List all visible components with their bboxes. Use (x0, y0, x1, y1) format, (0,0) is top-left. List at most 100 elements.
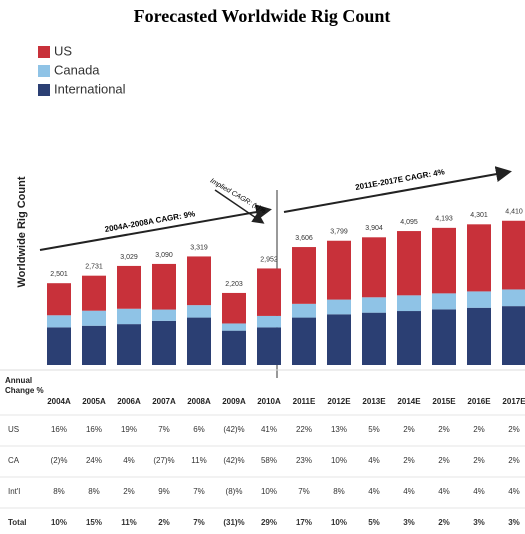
arrow (214, 189, 265, 224)
total-label: 4,095 (400, 219, 418, 226)
x-tick-label: 2015E (432, 397, 456, 406)
table-cell: 2% (438, 456, 450, 465)
table-cell: 7% (158, 425, 170, 434)
table-cell: (42)% (223, 456, 244, 465)
table-cell: 13% (331, 425, 347, 434)
total-label: 3,029 (120, 254, 138, 261)
table-cell: 2% (158, 518, 170, 527)
bar-segment (47, 315, 71, 328)
row-label: Total (8, 518, 27, 527)
table-cell: 3% (508, 518, 520, 527)
bar-segment (467, 224, 491, 292)
total-label: 4,410 (505, 209, 523, 216)
total-label: 3,799 (330, 229, 348, 236)
table-cell: (42)% (223, 425, 244, 434)
table-cell: 22% (296, 425, 312, 434)
bar-segment (117, 324, 141, 365)
x-tick-label: 2014E (397, 397, 421, 406)
table-cell: 10% (261, 487, 277, 496)
x-tick-label: 2006A (117, 397, 141, 406)
total-label: 2,731 (85, 264, 103, 271)
table-cell: (8)% (226, 487, 243, 496)
bar-segment (187, 317, 211, 365)
table-cell: 7% (298, 487, 310, 496)
total-label: 3,319 (190, 244, 208, 251)
legend-swatch (38, 46, 50, 58)
table-cell: 23% (296, 456, 312, 465)
bar-segment (152, 320, 176, 365)
table-cell: 24% (86, 456, 102, 465)
bar-segment (257, 315, 281, 328)
bar-segment (432, 309, 456, 365)
table-cell: 2% (473, 456, 485, 465)
bar-segment (397, 295, 421, 312)
table-cell: 19% (121, 425, 137, 434)
bar-segment (327, 240, 351, 300)
x-tick-label: 2004A (47, 397, 71, 406)
bar-segment (292, 247, 316, 304)
bar-segment (187, 305, 211, 318)
table-cell: 4% (438, 487, 450, 496)
table-cell: 17% (296, 518, 312, 527)
row-label: Int'l (8, 487, 20, 496)
table-cell: 2% (123, 487, 135, 496)
table-cell: 3% (473, 518, 485, 527)
bar-segment (432, 227, 456, 294)
table-cell: 2% (403, 456, 415, 465)
table-cell: 41% (261, 425, 277, 434)
table-cell: 2% (473, 425, 485, 434)
x-tick-label: 2010A (257, 397, 281, 406)
table-cell: 6% (193, 425, 205, 434)
table-cell: 4% (368, 456, 380, 465)
total-label: 4,301 (470, 212, 488, 219)
bar-segment (467, 307, 491, 365)
table-cell: 11% (121, 518, 137, 527)
table-cell: 7% (193, 487, 205, 496)
total-label: 2,203 (225, 281, 243, 288)
legend-label: International (54, 81, 126, 96)
bar-segment (222, 292, 246, 324)
x-tick-label: 2017E (502, 397, 525, 406)
table-cell: (2)% (51, 456, 68, 465)
bar-segment (82, 275, 106, 311)
bar-segment (397, 311, 421, 365)
table-cell: 4% (368, 487, 380, 496)
legend-swatch (38, 65, 50, 77)
bar-segment (117, 308, 141, 325)
row-label: US (8, 425, 19, 434)
table-cell: 5% (368, 425, 380, 434)
table-cell: 10% (51, 518, 67, 527)
bar-segment (502, 220, 525, 290)
bar-segment (327, 299, 351, 315)
chart-title: Forecasted Worldwide Rig Count (134, 6, 391, 26)
bar-segment (82, 310, 106, 326)
total-label: 2,501 (50, 271, 68, 278)
x-tick-label: 2011E (293, 397, 316, 406)
table-cell: 2% (403, 425, 415, 434)
table-cell: 10% (331, 518, 347, 527)
arrow (39, 204, 272, 251)
x-tick-label: 2008A (187, 397, 211, 406)
table-cell: 4% (403, 487, 415, 496)
bar-segment (467, 291, 491, 308)
total-label: 3,090 (155, 252, 173, 259)
table-cell: 4% (473, 487, 485, 496)
x-tick-label: 2016E (467, 397, 491, 406)
table-cell: 2% (508, 456, 520, 465)
table-cell: 8% (333, 487, 345, 496)
bar-segment (152, 263, 176, 310)
legend-label: US (54, 43, 72, 58)
table-cell: 5% (368, 518, 380, 527)
bar-segment (327, 314, 351, 365)
x-tick-label: 2009A (222, 397, 246, 406)
bar-segment (292, 303, 316, 318)
bar-segment (432, 293, 456, 310)
total-label: 2,952 (260, 256, 278, 263)
table-cell: 58% (261, 456, 277, 465)
table-cell: 4% (123, 456, 135, 465)
total-label: 4,193 (435, 216, 453, 223)
table-cell: 4% (508, 487, 520, 496)
table-cell: (31)% (223, 518, 244, 527)
